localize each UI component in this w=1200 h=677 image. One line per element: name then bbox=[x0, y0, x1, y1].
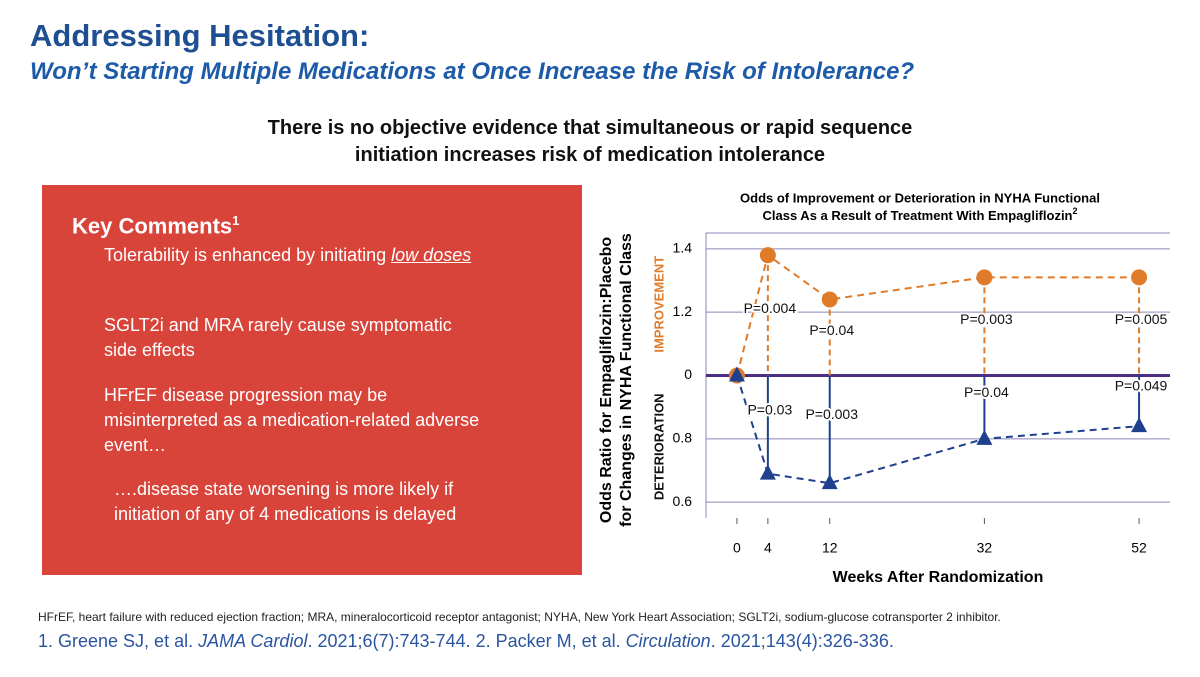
reference: 2 bbox=[1073, 206, 1078, 216]
y-tick-label: 0 bbox=[684, 366, 692, 382]
journal: JAMA Cardiol bbox=[198, 631, 308, 651]
text: Tolerability is enhanced by initiating bbox=[104, 245, 392, 265]
y-axis-label: Odds Ratio for Empagliflozin:Placebo bbox=[598, 237, 615, 523]
title: Addressing Hesitation: bbox=[30, 18, 370, 53]
value-label: P=0.049 bbox=[1115, 378, 1168, 394]
value-label: P=0.005 bbox=[1115, 311, 1168, 327]
value-label: P=0.004 bbox=[744, 300, 797, 316]
x-axis-label: Weeks After Randomization bbox=[833, 569, 1044, 586]
references: 1. Greene SJ, et al. JAMA Cardiol. 2021;… bbox=[38, 631, 894, 652]
comment: HFrEF disease progression may be misinte… bbox=[104, 385, 480, 455]
chart-title: Odds of Improvement or Deterioration in … bbox=[740, 190, 1100, 205]
x-tick-label: 52 bbox=[1131, 540, 1147, 556]
point bbox=[728, 366, 745, 382]
y-axis-label: for Changes in NYHA Functional Class bbox=[618, 233, 635, 527]
region-label: DETERIORATION bbox=[651, 393, 666, 500]
statement: initiation increases risk of medication … bbox=[354, 144, 826, 166]
point bbox=[821, 474, 838, 490]
comment: ….disease state worsening is more likely… bbox=[114, 479, 457, 524]
point bbox=[1131, 417, 1148, 433]
point bbox=[976, 269, 993, 286]
key-comments-title: Key Comments1 bbox=[72, 213, 239, 239]
value-label: P=0.04 bbox=[809, 322, 854, 338]
point bbox=[821, 291, 838, 308]
reference: 1. Greene SJ, et al. bbox=[38, 631, 199, 651]
x-tick-label: 32 bbox=[977, 540, 993, 556]
journal: Circulation bbox=[625, 631, 711, 651]
value-label: P=0.04 bbox=[964, 384, 1009, 400]
value-label: P=0.03 bbox=[747, 401, 792, 417]
value-label: P=0.003 bbox=[960, 311, 1013, 327]
point bbox=[759, 464, 776, 480]
y-tick-label: 1.4 bbox=[673, 240, 693, 256]
emphasis: low doses bbox=[391, 245, 472, 265]
chart-title: Class As a Result of Treatment With Empa… bbox=[762, 208, 1072, 223]
point bbox=[1131, 269, 1148, 286]
point bbox=[976, 429, 993, 445]
key-comments-box: Key Comments1 Tolerability is enhanced b… bbox=[42, 185, 582, 575]
value-label: P=0.003 bbox=[805, 406, 858, 422]
x-tick-label: 4 bbox=[764, 540, 772, 556]
x-tick-label: 0 bbox=[733, 540, 741, 556]
region-label: IMPROVEMENT bbox=[651, 256, 666, 353]
series-line bbox=[735, 375, 1140, 485]
reference: . 2021;143(4):326-336. bbox=[710, 631, 894, 651]
reference: 1 bbox=[232, 213, 240, 228]
series-line bbox=[735, 253, 1140, 376]
heading: Key Comments bbox=[72, 213, 233, 239]
footnote: HFrEF, heart failure with reduced ejecti… bbox=[38, 610, 1001, 624]
chart-title: Class As a Result of Treatment With Empa… bbox=[762, 206, 1077, 223]
reference: . 2021;6(7):743-744. 2. Packer M, et al. bbox=[307, 631, 626, 651]
comment: SGLT2i and MRA rarely cause symptomatic … bbox=[104, 315, 452, 360]
y-tick-label: 1.2 bbox=[673, 303, 693, 319]
y-tick-label: 0.6 bbox=[673, 493, 693, 509]
x-tick-label: 12 bbox=[822, 540, 838, 556]
comment: Tolerability is enhanced by initiating l… bbox=[104, 243, 484, 268]
point bbox=[759, 247, 776, 264]
subtitle: Won’t Starting Multiple Medications at O… bbox=[30, 58, 915, 85]
y-tick-label: 0.8 bbox=[673, 430, 693, 446]
statement: There is no objective evidence that simu… bbox=[267, 117, 913, 139]
